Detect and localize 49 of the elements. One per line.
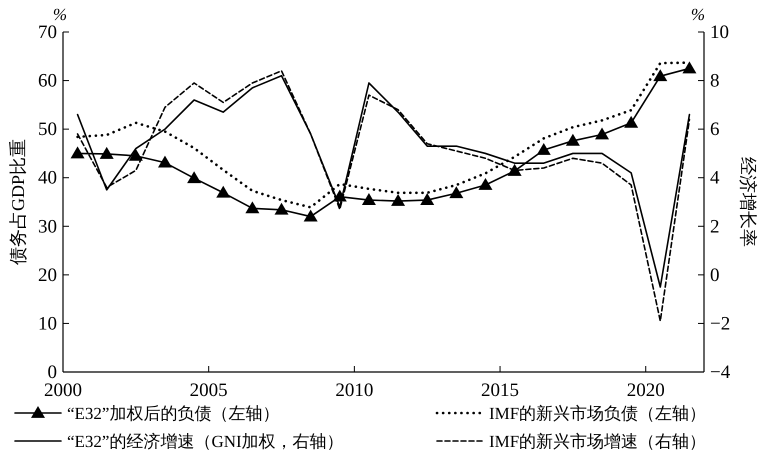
y2-tick-label: 4	[710, 168, 720, 189]
point	[566, 134, 580, 146]
y-tick-label: 30	[38, 216, 57, 238]
y2-tick-label: 6	[710, 119, 720, 140]
text: %	[52, 5, 68, 24]
x-tick-label: 2015	[481, 380, 520, 401]
legend-label: “E32”加权后的负债（左轴）	[67, 404, 280, 423]
point	[478, 178, 492, 190]
point	[391, 194, 406, 206]
point	[682, 61, 696, 74]
point	[362, 193, 376, 205]
point	[128, 148, 143, 161]
y2-tick-label: −4	[710, 362, 731, 383]
y-tick-label: 0	[48, 362, 57, 383]
legend-label: IMF的新兴市场增速（右轴）	[489, 432, 706, 451]
point	[536, 143, 551, 155]
point	[420, 193, 434, 205]
y-tick-label: 40	[38, 168, 57, 189]
point	[70, 146, 85, 158]
y2-tick-label: −2	[710, 313, 730, 334]
point	[449, 186, 464, 198]
point	[216, 186, 230, 198]
point	[187, 171, 202, 184]
x-tick-label: 2005	[190, 380, 228, 401]
legend-label: IMF的新兴市场负债（左轴）	[489, 404, 706, 423]
point	[595, 127, 610, 140]
y2-tick-label: 10	[710, 22, 729, 43]
point	[624, 116, 638, 128]
y-axis-title: 债务占GDP比重	[8, 138, 28, 266]
y-tick-label: 70	[38, 22, 57, 43]
x-tick-label: 2010	[335, 380, 374, 401]
y-tick-label: 20	[38, 264, 57, 286]
y2-tick-label: 0	[710, 264, 720, 286]
legend-label: “E32”的经济增速（GNI加权，右轴）	[67, 432, 344, 451]
y-tick-label: 60	[38, 70, 57, 92]
point	[100, 146, 114, 159]
y-tick-label: 10	[38, 313, 57, 334]
x-tick-label: 2020	[626, 380, 665, 401]
y-tick-label: 50	[38, 119, 57, 140]
y2-tick-label: 2	[710, 216, 720, 238]
y2-tick-label: 8	[710, 70, 720, 92]
y2-axis-title: 经济增长率	[738, 157, 758, 247]
text: %	[690, 5, 706, 24]
x-tick-label: 2000	[44, 380, 82, 401]
point	[245, 201, 260, 214]
point	[304, 210, 318, 222]
point	[274, 202, 289, 215]
point	[653, 69, 668, 82]
point	[158, 156, 172, 168]
